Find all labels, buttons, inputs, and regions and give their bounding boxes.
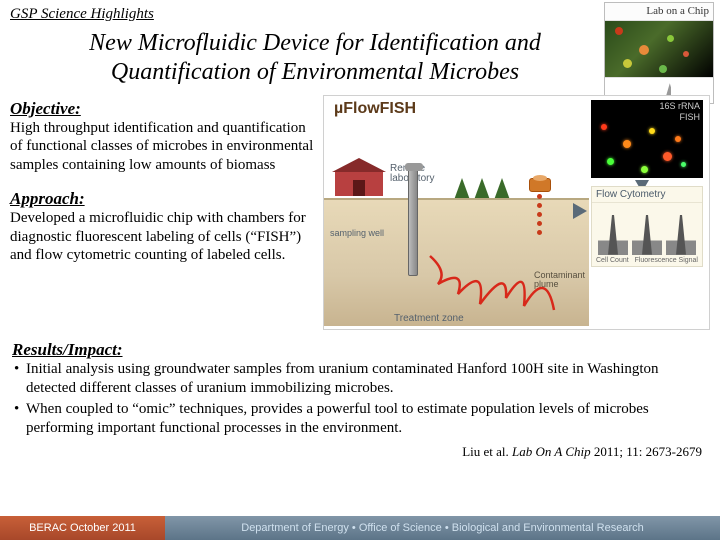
lab-icon <box>332 158 386 198</box>
diagram-title: µFlowFISH <box>334 100 416 118</box>
results-item: When coupled to “omic” techniques, provi… <box>12 400 708 438</box>
objective-heading: Objective: <box>10 99 315 119</box>
approach-text: Developed a microfluidic chip with chamb… <box>10 209 315 265</box>
contaminant-drip <box>537 194 543 248</box>
fish-label-top: 16S rRNA <box>591 100 703 111</box>
cytometry-panel: Flow Cytometry Cell Count Fluorescence S… <box>591 186 703 267</box>
approach-heading: Approach: <box>10 189 315 209</box>
cytometry-plot <box>592 203 702 257</box>
results-item: Initial analysis using groundwater sampl… <box>12 360 708 398</box>
footer: BERAC October 2011 Department of Energy … <box>0 516 720 540</box>
ground-scene: Remotelaboratory sampling well Contamina… <box>324 156 589 326</box>
objective-text: High throughput identification and quant… <box>10 119 315 175</box>
journal-name: Lab on a Chip <box>605 3 713 21</box>
concept-diagram: µFlowFISH 16S rRNA FISH Flow Cytometry C… <box>323 95 710 330</box>
results-heading: Results/Impact: <box>12 340 708 360</box>
cyto-ylabel: Cell Count <box>596 257 629 264</box>
citation-journal: Lab On A Chip <box>512 444 591 459</box>
citation-authors: Liu et al. <box>462 444 509 459</box>
results-list: Initial analysis using groundwater sampl… <box>12 360 708 439</box>
sampling-well-label: sampling well <box>330 228 384 238</box>
citation-rest: 2011; 11: 2673-2679 <box>591 444 702 459</box>
arrow-right-icon <box>573 203 587 219</box>
footer-left: BERAC October 2011 <box>0 516 165 540</box>
fish-panel: 16S rRNA FISH <box>591 100 703 178</box>
trees-icon <box>454 178 510 200</box>
journal-cover-badge: Lab on a Chip <box>604 2 714 104</box>
cytometry-header: Flow Cytometry <box>592 187 702 203</box>
footer-right: Department of Energy • Office of Science… <box>165 516 720 540</box>
contaminant-label: Contaminantplume <box>534 271 585 289</box>
well-icon <box>408 168 418 276</box>
citation: Liu et al. Lab On A Chip 2011; 11: 2673-… <box>0 440 720 460</box>
treatment-zone-label: Treatment zone <box>394 313 464 324</box>
cyto-xlabel: Fluorescence Signal <box>635 257 698 264</box>
journal-cover-art <box>605 21 713 77</box>
